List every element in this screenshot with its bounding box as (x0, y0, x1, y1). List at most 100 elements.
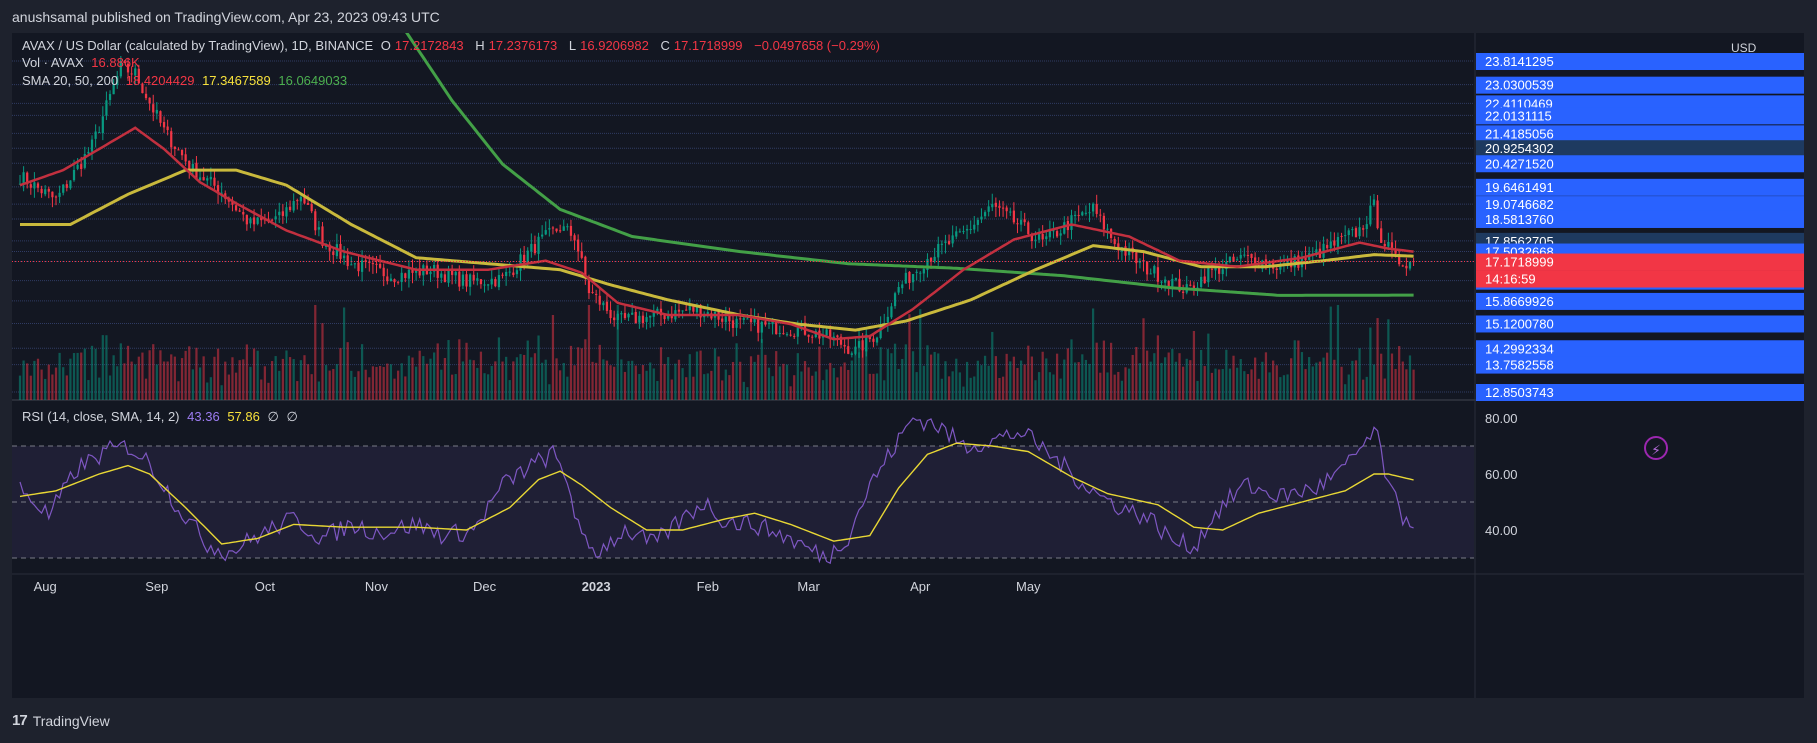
volume-bar (126, 345, 130, 400)
volume-bar (144, 378, 148, 400)
volume-bar (206, 382, 209, 400)
volume-bar (1300, 352, 1304, 400)
volume-bar (526, 340, 529, 400)
volume-bar (1326, 352, 1329, 400)
candle-body (1073, 214, 1077, 217)
candle-body (119, 61, 122, 77)
volume-bar (886, 348, 889, 400)
volume-bar (1070, 339, 1073, 400)
volume-bar (724, 369, 727, 400)
rsi-tick-label: 80.00 (1485, 411, 1518, 426)
candle-body (198, 177, 202, 181)
volume-bar (288, 357, 292, 400)
volume-bar (69, 358, 72, 400)
volume-bar (1091, 308, 1095, 400)
candle-body (58, 192, 61, 197)
candle-body (306, 203, 310, 205)
candle-body (555, 228, 558, 232)
candle-body (987, 206, 990, 212)
candle-body (782, 333, 785, 335)
volume-bar (915, 372, 918, 400)
volume-bar (245, 344, 248, 400)
volume-bar (562, 362, 565, 400)
candle-body (1084, 212, 1088, 214)
volume-bar (432, 352, 436, 400)
candle-body (559, 230, 562, 232)
volume-bar (108, 375, 112, 400)
candle-body (436, 264, 439, 278)
chart-area[interactable]: 80.00 60.00 40.00 23.8141295 23.0300539 22.4… (12, 33, 1804, 698)
volume-bar (1200, 349, 1203, 400)
candle-body (605, 301, 609, 311)
volume-bar (1041, 351, 1044, 400)
lightning-icon[interactable]: ⚡ (1644, 436, 1668, 460)
price-tick-label: 14.2992334 (1485, 341, 1554, 356)
price-tick-background (1476, 125, 1804, 143)
candle-body (1372, 199, 1376, 206)
currency-label: USD (1731, 41, 1757, 55)
volume-bar (1052, 374, 1055, 400)
volume-bar (541, 362, 544, 400)
volume-bar (1358, 348, 1361, 400)
volume-bar (796, 353, 799, 400)
volume-bar (130, 361, 133, 400)
candle-body (29, 184, 32, 188)
volume-bar (303, 355, 306, 400)
volume-bar (609, 365, 612, 400)
volume-bar (328, 370, 331, 400)
candle-body (505, 271, 508, 277)
volume-bar (1185, 358, 1188, 400)
volume-bar (926, 345, 929, 400)
candle-body (83, 154, 86, 168)
candle-body (170, 131, 173, 148)
volume-bar (155, 364, 158, 400)
volume-bar (908, 314, 911, 400)
volume-bar (188, 346, 191, 400)
candle-body (1055, 231, 1059, 237)
volume-bar (519, 354, 522, 400)
candle-body (897, 287, 900, 293)
close-value: 17.1718999 (673, 38, 743, 53)
candle-body (123, 61, 126, 63)
candle-body (454, 271, 457, 276)
candle-body (933, 256, 936, 262)
volume-bar (832, 367, 835, 400)
volume-bar (1286, 374, 1289, 400)
candle-body (566, 226, 569, 228)
candle-body (292, 201, 295, 211)
volume-bar (274, 356, 277, 400)
volume-bar (645, 370, 648, 400)
candle-body (321, 226, 324, 246)
candle-body (1376, 200, 1379, 229)
candle-body (1091, 203, 1095, 212)
rsi-tick-label: 60.00 (1485, 467, 1518, 482)
publisher-caption: anushsamal published on TradingView.com,… (12, 9, 440, 25)
volume-bar (1308, 357, 1311, 400)
time-tick-label: Apr (910, 579, 931, 594)
brand-name: TradingView (32, 712, 110, 729)
volume-bar (584, 339, 587, 400)
price-tick-label: 22.0131115 (1485, 108, 1552, 123)
candle-body (288, 206, 292, 211)
candle-body (26, 172, 29, 185)
candle-body (1336, 237, 1340, 247)
tradingview-logo-icon: 17 (12, 712, 28, 729)
candle-body (573, 235, 576, 241)
price-tick-background (1476, 384, 1804, 401)
candle-body (695, 305, 699, 313)
candle-body (447, 269, 450, 283)
candle-body (278, 211, 281, 216)
candle-body (616, 313, 619, 321)
volume-bar (65, 375, 68, 400)
volume-bar (580, 348, 583, 400)
volume-bar (721, 380, 724, 400)
candle-body (1344, 235, 1347, 237)
volume-bar (1372, 364, 1376, 400)
candle-body (512, 272, 515, 275)
volume-bar (850, 360, 853, 400)
volume-bar (634, 365, 637, 400)
candle-body (317, 227, 320, 230)
volume-bar (569, 345, 573, 400)
candle-body (432, 264, 436, 272)
